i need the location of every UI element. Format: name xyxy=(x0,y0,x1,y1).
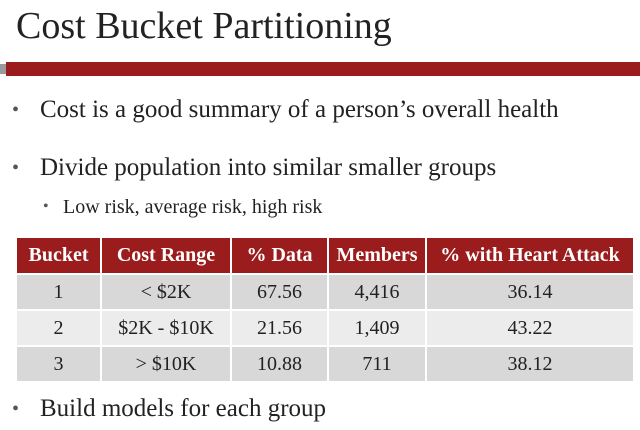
bullet-text: Build models for each group xyxy=(40,395,327,422)
table-cell: 36.14 xyxy=(426,273,633,310)
bullet-dot: • xyxy=(43,198,49,215)
column-header: % with Heart Attack xyxy=(426,238,633,274)
bullet-text: Divide population into similar smaller g… xyxy=(40,154,497,181)
cost-bucket-table: Bucket Cost Range % Data Members % with … xyxy=(17,238,633,381)
table-cell: 10.88 xyxy=(231,345,329,381)
table-row: 2 $2K - $10K 21.56 1,409 43.22 xyxy=(17,309,633,346)
table-cell: $2K - $10K xyxy=(101,309,232,346)
column-header: % Data xyxy=(231,238,329,274)
title-rule-left xyxy=(0,64,6,74)
table-cell: 3 xyxy=(17,345,102,381)
sub-bullet-text: Low risk, average risk, high risk xyxy=(63,196,323,218)
bullet-dot: • xyxy=(12,99,20,121)
table-cell: 1,409 xyxy=(328,309,427,346)
column-header: Bucket xyxy=(17,238,102,274)
table-cell: 21.56 xyxy=(231,309,329,346)
table-header-row: Bucket Cost Range % Data Members % with … xyxy=(17,238,633,274)
column-header: Cost Range xyxy=(101,238,232,274)
bullet-dot: • xyxy=(12,398,20,420)
table-cell: 38.12 xyxy=(426,345,633,381)
bullet-text: Cost is a good summary of a person’s ove… xyxy=(40,96,559,123)
table-cell: 2 xyxy=(17,309,102,346)
table-cell: 67.56 xyxy=(231,273,329,310)
table-row: 1 < $2K 67.56 4,416 36.14 xyxy=(17,273,633,310)
slide-title: Cost Bucket Partitioning xyxy=(16,5,392,47)
table-cell: 4,416 xyxy=(328,273,427,310)
table-cell: 1 xyxy=(17,273,102,310)
table-row: 3 > $10K 10.88 711 38.12 xyxy=(17,345,633,381)
table-cell: 43.22 xyxy=(426,309,633,346)
title-rule xyxy=(6,62,640,76)
table-cell: > $10K xyxy=(101,345,232,381)
table-cell: < $2K xyxy=(101,273,232,310)
column-header: Members xyxy=(328,238,427,274)
table-cell: 711 xyxy=(328,345,427,381)
bullet-dot: • xyxy=(12,157,20,179)
